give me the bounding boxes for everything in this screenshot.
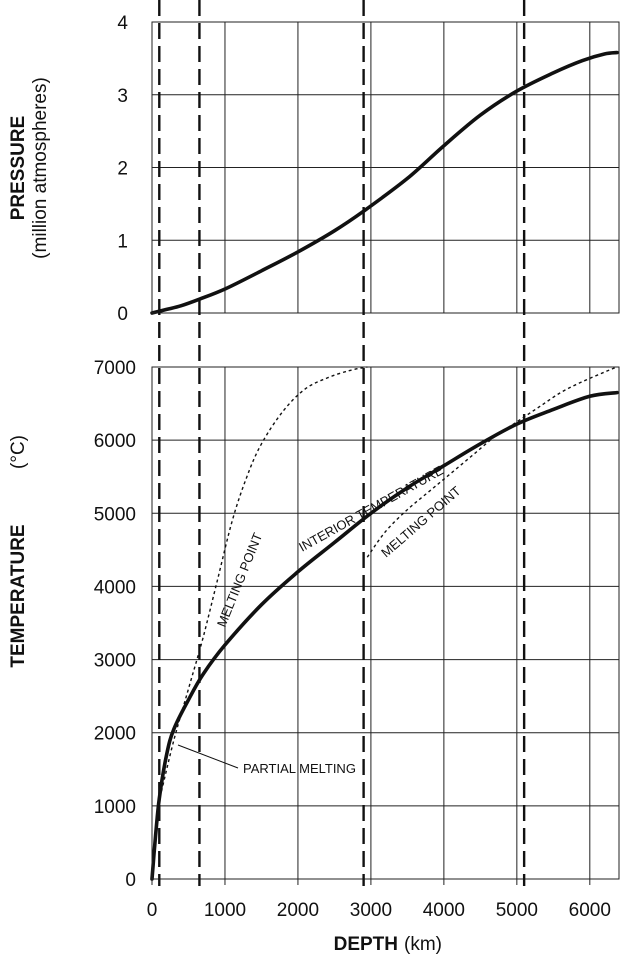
interior-temperature-curve	[150, 390, 619, 881]
pressure-panel: 0 1 2 3 4 PRESSURE (million atmospheres)	[8, 13, 620, 325]
depth-x-tick-label: 3000	[350, 900, 392, 921]
temperature-y-tick-label: 0	[125, 870, 136, 891]
melting-point-mantle-label: MELTING POINT	[214, 531, 265, 630]
temperature-frame	[151, 366, 620, 880]
layer-boundaries	[158, 0, 526, 886]
depth-x-tick-label: 4000	[423, 900, 465, 921]
pressure-y-tick-label: 3	[117, 86, 128, 107]
pressure-axis-title: PRESSURE	[8, 116, 29, 221]
partial-melting-leader	[177, 744, 239, 769]
pressure-y-tick-label: 1	[117, 231, 128, 252]
pressure-y-tick-label: 2	[117, 159, 128, 180]
temperature-y-tick-label: 4000	[94, 577, 136, 598]
pressure-y-tick-label: 0	[117, 304, 128, 325]
temperature-axis-unit: (°C)	[8, 435, 29, 469]
pressure-frame	[151, 21, 620, 314]
temperature-axis-title: TEMPERATURE	[8, 524, 29, 667]
partial-melting-label: PARTIAL MELTING	[243, 761, 356, 776]
depth-x-tick-label: 5000	[496, 900, 538, 921]
temperature-y-tick-label: 2000	[94, 724, 136, 745]
depth-axis-unit: (km)	[404, 934, 442, 955]
depth-axis-title: DEPTH	[334, 934, 398, 955]
depth-x-tick-label: 2000	[277, 900, 319, 921]
depth-x-tick-label: 0	[147, 900, 158, 921]
pressure-axis-subtitle: (million atmospheres)	[30, 77, 51, 259]
depth-x-tick-label: 6000	[569, 900, 611, 921]
pressure-curve	[150, 50, 619, 315]
melting-point-mantle-curve	[160, 366, 368, 792]
pressure-y-ticks: 0 1 2 3 4	[117, 13, 128, 325]
depth-x-tick-label: 1000	[204, 900, 246, 921]
temperature-y-tick-label: 5000	[94, 504, 136, 525]
temperature-panel: 0 1000 2000 3000 4000 5000 6000 7000 0 1000 2000 3…	[8, 358, 620, 955]
temperature-y-tick-label: 7000	[94, 358, 136, 379]
temperature-y-tick-label: 1000	[94, 797, 136, 818]
temperature-y-tick-label: 6000	[94, 431, 136, 452]
temperature-y-tick-label: 3000	[94, 651, 136, 672]
pressure-grid	[152, 21, 619, 314]
temperature-y-ticks: 0 1000 2000 3000 4000 5000 6000 7000	[94, 358, 136, 891]
pressure-y-tick-label: 4	[117, 13, 128, 34]
depth-x-ticks: 0 1000 2000 3000 4000 5000 6000	[147, 879, 611, 921]
